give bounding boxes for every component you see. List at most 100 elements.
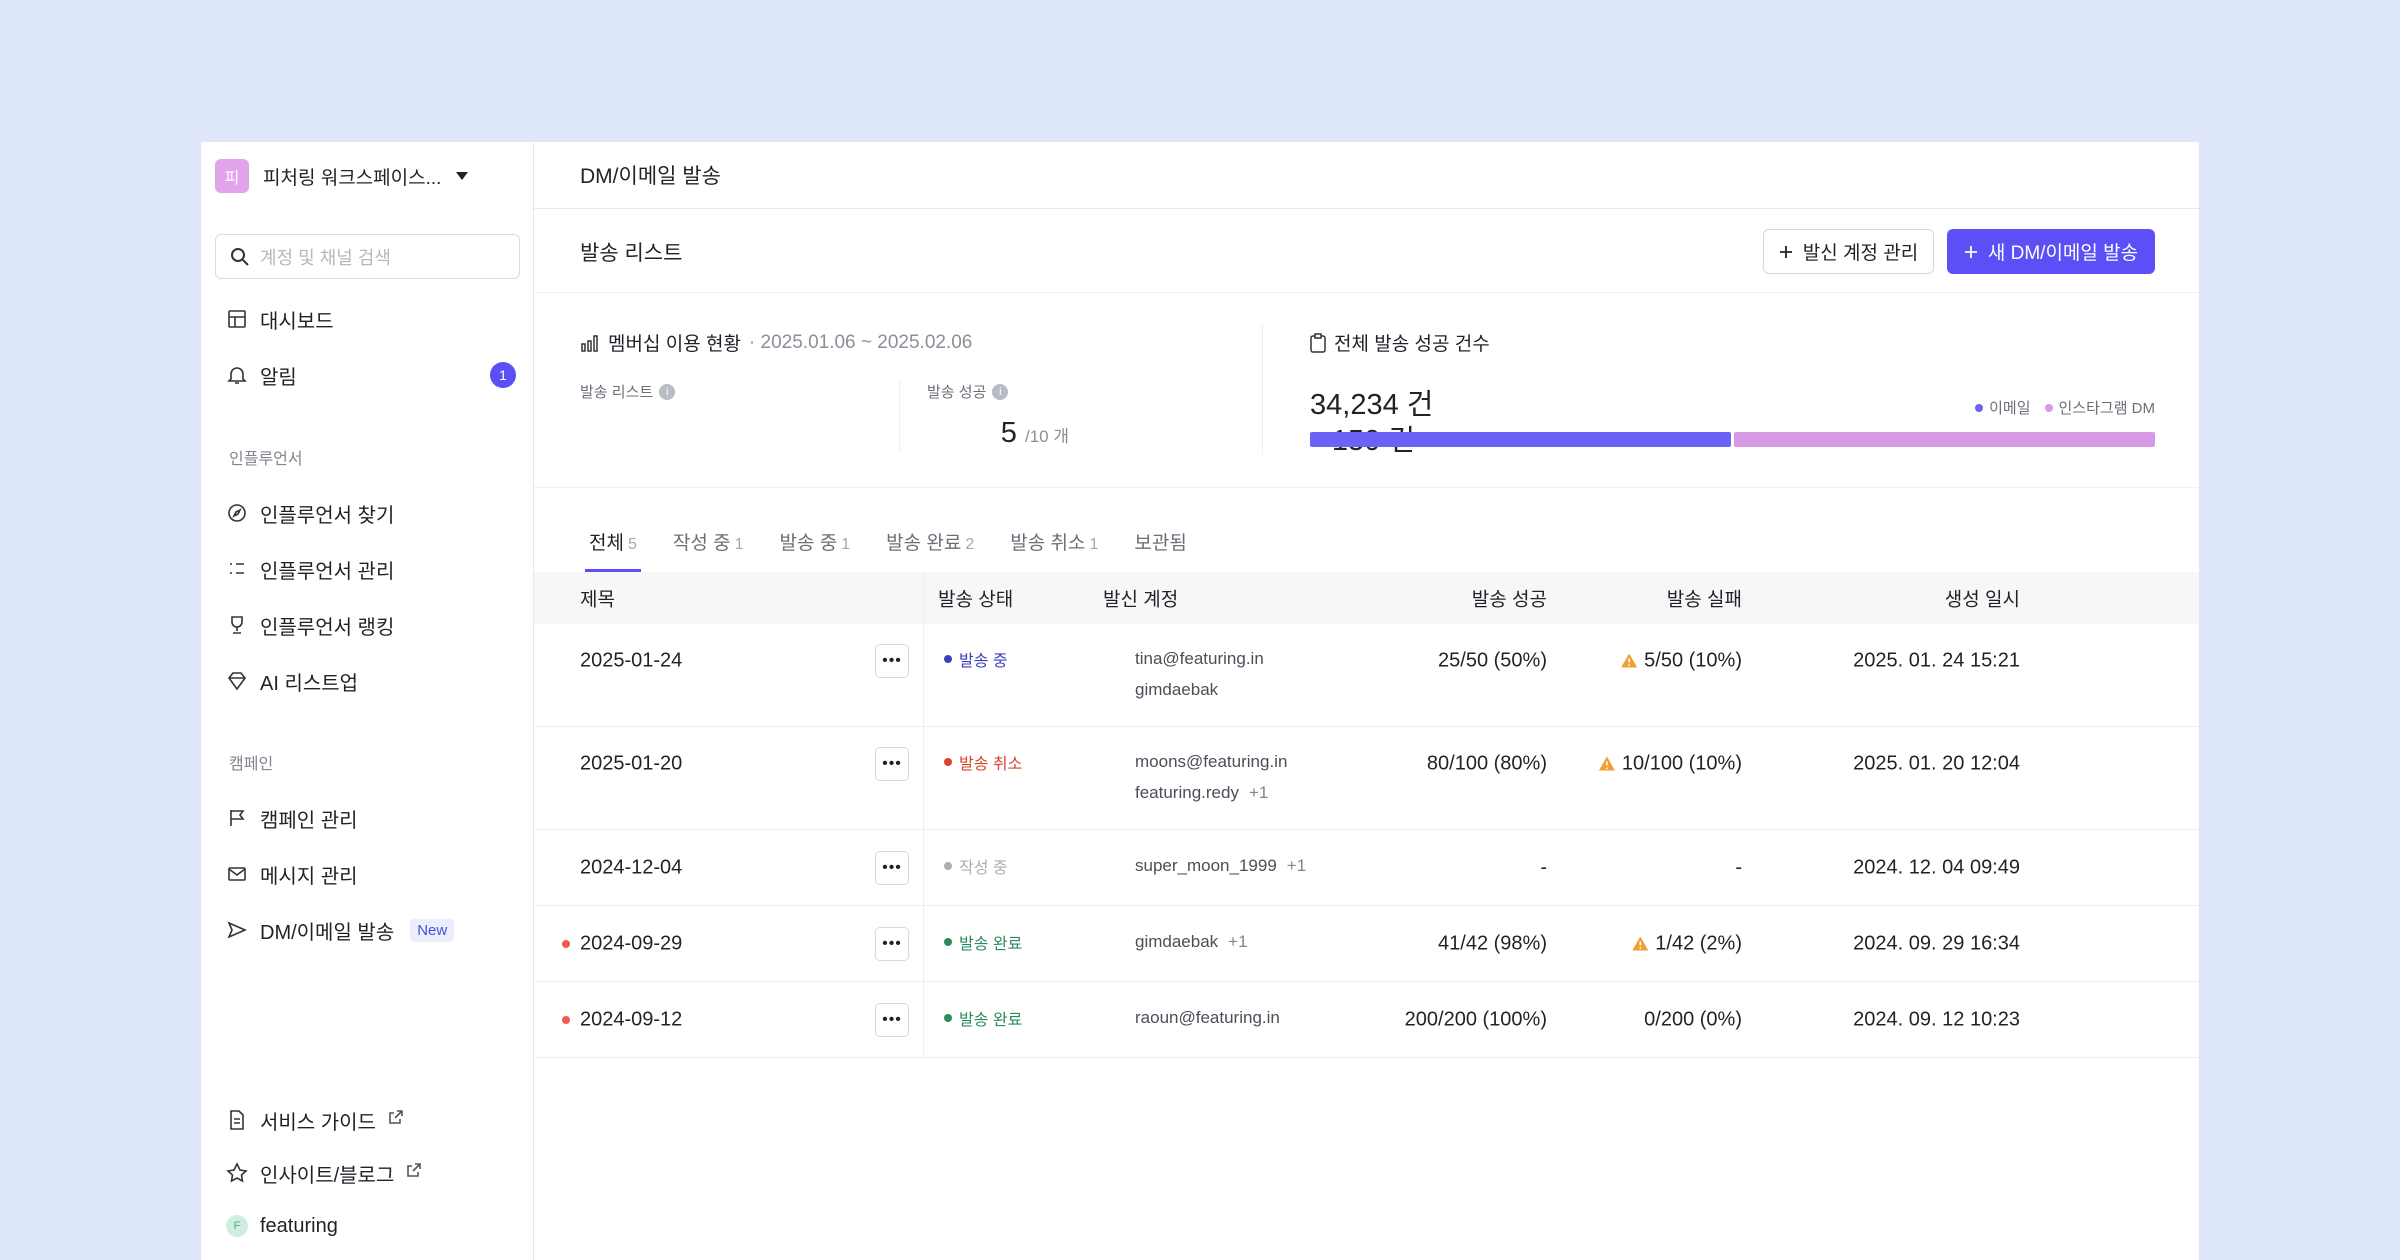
nav-item[interactable]: 알림 1 — [226, 355, 526, 395]
success-count: 41/42 (98%) — [1438, 932, 1547, 955]
failure-count: 1/42 (2%) — [1631, 933, 1742, 956]
nav-item[interactable]: 인플루언서 랭킹 — [226, 605, 394, 645]
tab-label: 보관됨 — [1134, 533, 1187, 554]
tabs: 전체 5 작성 중 1 발송 중 1 발송 완료 2 발송 취소 1 보관됨 — [585, 488, 1191, 572]
nav-item[interactable]: 인플루언서 관리 — [226, 549, 394, 589]
nav-label: 메시지 관리 — [260, 865, 358, 888]
icon — [230, 563, 244, 574]
nav-item[interactable]: AI 리스트업 — [226, 661, 358, 701]
membership-period: · 2025.01.06 ~ 2025.02.06 — [748, 331, 973, 353]
footer-label: 인사이트/블로그 — [260, 1164, 395, 1187]
status: 발송 완료 — [944, 930, 1022, 954]
legend-label: 이메일 — [1989, 400, 2031, 417]
status-label: 발송 완료 — [959, 936, 1023, 953]
tab-label: 발송 취소 — [1010, 533, 1086, 554]
tab[interactable]: 전체 5 — [585, 528, 641, 572]
new-badge: New — [410, 918, 455, 942]
nav-item[interactable]: DM/이메일 발송 New — [226, 910, 455, 950]
more-button[interactable]: ••• — [875, 644, 909, 678]
status: 발송 취소 — [944, 750, 1022, 774]
nav-item[interactable]: 메시지 관리 — [226, 854, 358, 894]
bar-segment — [1310, 432, 1731, 447]
warning-icon — [1621, 653, 1638, 668]
table-row[interactable]: 2024-12-04 ••• 작성 중 super_moon_1999 +1 - - 2024… — [534, 830, 2199, 906]
nav-item[interactable]: 캠페인 관리 — [226, 798, 358, 838]
legend-dot — [1975, 403, 1984, 412]
toolbar: 발송 리스트 발신 계정 관리 새 DM/이메일 발송 — [534, 209, 2199, 293]
table-row[interactable]: 2025-01-24 ••• 발송 중 tina@featuring.in gimdae… — [534, 624, 2199, 727]
icon — [231, 616, 243, 634]
more-button[interactable]: ••• — [875, 1003, 909, 1037]
stat-value: 5 /10 개 — [1001, 417, 1069, 450]
more-button[interactable]: ••• — [875, 747, 909, 781]
account: raoun@featuring.in — [1135, 1008, 1280, 1027]
legend-item: 이메일 — [1975, 397, 2031, 418]
failure-value: 10/100 (10%) — [1621, 752, 1742, 775]
created-at: 2024. 12. 04 09:49 — [1853, 856, 2020, 879]
nav-item[interactable]: 인플루언서 찾기 — [226, 493, 394, 533]
sender-account: super_moon_1999 +1 — [1135, 856, 1306, 876]
tab-label: 발송 중 — [779, 533, 838, 554]
table-row[interactable]: 2025-01-20 ••• 발송 취소 moons@featuring.in feat… — [534, 727, 2199, 830]
warning-icon — [1632, 936, 1649, 951]
label: 발송 성공 — [927, 384, 987, 401]
user-name: featuring — [260, 1214, 338, 1237]
status: 작성 중 — [944, 854, 1008, 878]
created-at: 2025. 01. 20 12:04 — [1853, 752, 2020, 775]
success-count: 25/50 (50%) — [1438, 649, 1547, 672]
tab[interactable]: 발송 완료 2 — [882, 528, 978, 572]
status-dot — [944, 758, 952, 766]
status-dot — [944, 655, 952, 663]
sender-account: featuring.redy +1 — [1135, 783, 1268, 803]
nav-label: 캠페인 관리 — [260, 809, 358, 832]
search-icon — [231, 247, 249, 266]
success-count: - — [1540, 856, 1547, 879]
tab[interactable]: 발송 취소 1 — [1006, 528, 1102, 572]
failure-count: - — [1735, 857, 1742, 880]
nav-item[interactable]: 대시보드 — [226, 299, 526, 339]
footer-link[interactable]: 서비스 가이드 — [226, 1100, 410, 1140]
status-label: 발송 완료 — [959, 1012, 1023, 1029]
status-dot — [944, 938, 952, 946]
failure-count: 5/50 (10%) — [1620, 650, 1742, 673]
footer-link[interactable]: 인사이트/블로그 — [226, 1153, 428, 1193]
success-count: 200/200 (100%) — [1404, 1008, 1547, 1031]
search-box[interactable]: 계정 및 채널 검색 — [215, 234, 520, 279]
status-label: 작성 중 — [959, 860, 1008, 877]
new-send-button[interactable]: 새 DM/이메일 발송 — [1947, 229, 2155, 274]
status: 발송 완료 — [944, 1006, 1022, 1030]
more-button[interactable]: ••• — [875, 927, 909, 961]
page-header: DM/이메일 발송 — [534, 142, 2199, 209]
legend-label: 인스타그램 DM — [2058, 400, 2156, 417]
table-row[interactable]: 2024-09-29 ••• 발송 완료 gimdaebak +1 41/42 (98%)… — [534, 906, 2199, 982]
info-icon: i — [659, 383, 676, 400]
more-button[interactable]: ••• — [875, 851, 909, 885]
manage-senders-button[interactable]: 발신 계정 관리 — [1763, 229, 1934, 274]
external-icon — [407, 1163, 422, 1177]
icon — [230, 1110, 244, 1130]
nav-label: 대시보드 — [260, 310, 334, 333]
row-title: 2025-01-24 — [580, 649, 683, 672]
legend-dot — [2044, 403, 2053, 412]
tab-count: 2 — [965, 536, 975, 553]
workspace-switcher[interactable]: 피 피처링 워크스페이스... — [215, 159, 469, 193]
table-row[interactable]: 2024-09-12 ••• 발송 완료 raoun@featuring.in 200/… — [534, 982, 2199, 1058]
plus-icon — [1964, 245, 1977, 258]
tab[interactable]: 보관됨 — [1130, 528, 1190, 572]
membership-title: 멤버십 이용 현황 — [608, 334, 741, 355]
row-title: 2024-09-12 — [580, 1008, 683, 1031]
column-header: 발신 계정 — [1103, 589, 1179, 611]
extra-count: +1 — [1286, 856, 1307, 875]
section-label: 캠페인 — [229, 756, 274, 773]
status-dot — [944, 862, 952, 870]
membership-title-row: 멤버십 이용 현황 · 2025.01.06 ~ 2025.02.06 — [580, 329, 972, 356]
section-label: 인플루언서 — [229, 451, 303, 468]
nav-label: 알림 — [260, 366, 297, 389]
info-icon: i — [992, 383, 1009, 400]
success-title-row: 전체 발송 성공 건수 — [1310, 329, 1490, 356]
